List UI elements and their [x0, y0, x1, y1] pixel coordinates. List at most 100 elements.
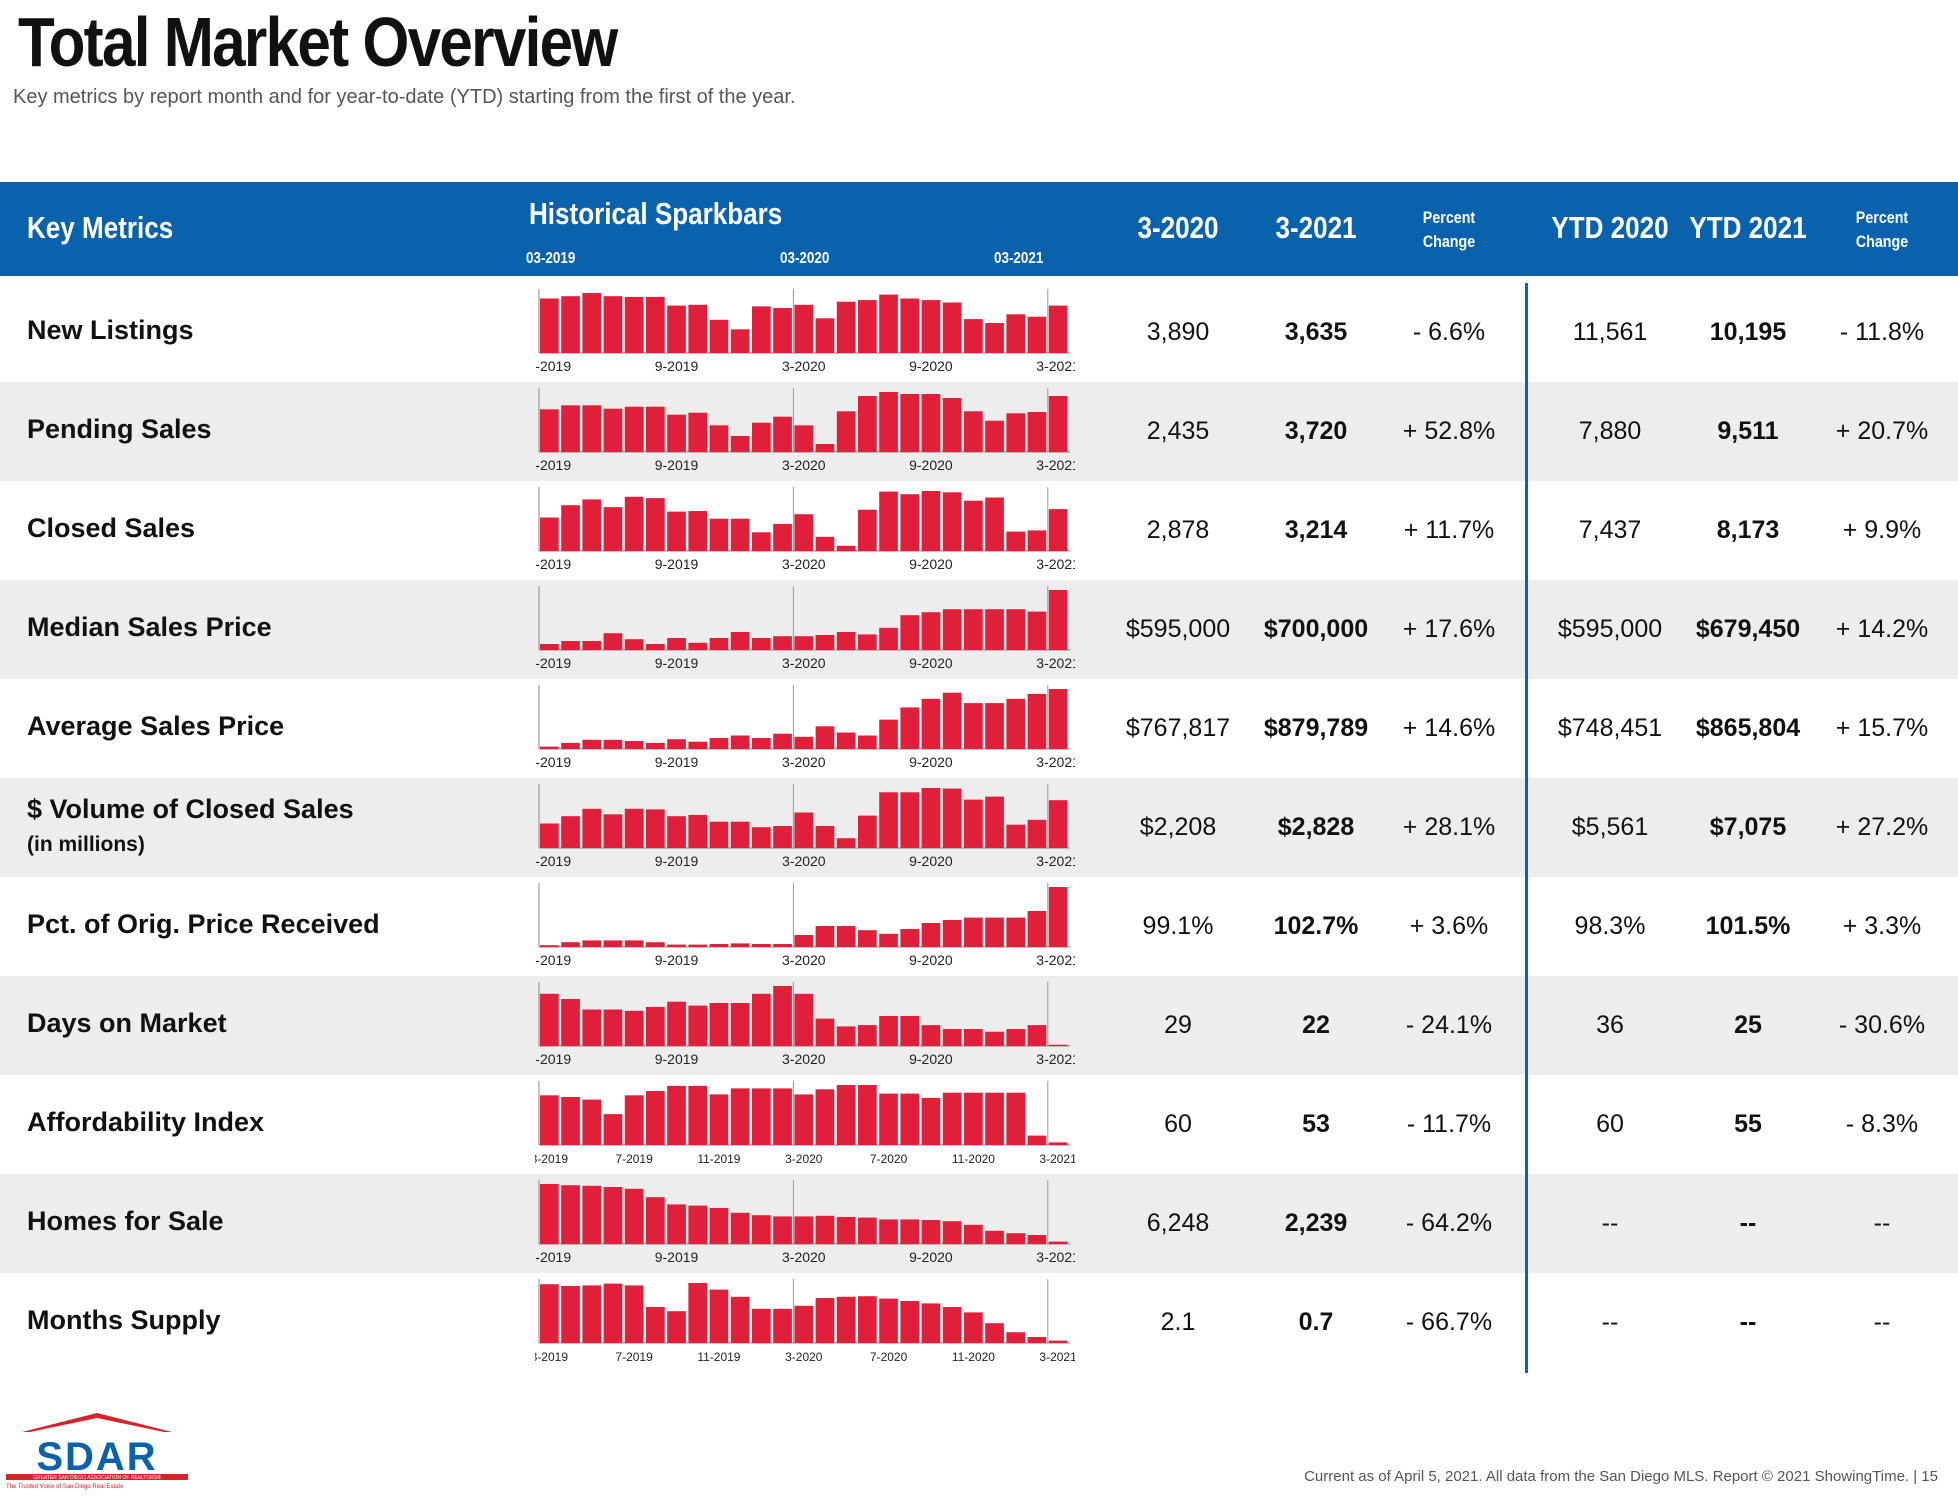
spark-bar: [985, 917, 1004, 947]
spark-bar: [646, 296, 665, 353]
header-percent: Percent: [1422, 208, 1476, 227]
spark-bar: [667, 511, 686, 551]
spark-bar: [667, 638, 686, 650]
spark-bar: [540, 823, 559, 848]
spark-bar: [879, 1298, 898, 1343]
spark-bar: [688, 1283, 708, 1343]
spark-bar: [1027, 530, 1047, 551]
spark-bar: [773, 523, 792, 551]
spark-bar: [582, 739, 602, 749]
spark-axis-label: 3-2020: [782, 1051, 826, 1067]
spark-bar: [646, 1091, 665, 1145]
spark-axis-label: 3-2021: [1036, 952, 1075, 968]
spark-bar: [540, 644, 559, 650]
spark-bar: [879, 294, 898, 353]
spark-bar: [582, 1009, 602, 1046]
spark-bar: [1027, 1337, 1047, 1343]
spark-axis-label: 7-2019: [615, 1152, 653, 1166]
spark-axis-label: 3-2019: [535, 1249, 571, 1265]
spark-bar: [985, 703, 1004, 749]
spark-bar: [582, 499, 602, 551]
value-ytd-2020: --: [1601, 1308, 1619, 1336]
spark-bar: [667, 739, 686, 749]
page-title: Total Market Overview: [18, 3, 618, 81]
value-3-2020: $595,000: [1125, 615, 1231, 643]
spark-bar: [1006, 698, 1026, 749]
spark-bar: [942, 1221, 962, 1244]
value-3-2021: 3,214: [1284, 516, 1348, 544]
metric-label: Months Supply: [27, 1305, 221, 1335]
value-ytd-percent-change: + 15.7%: [1835, 714, 1929, 742]
value-percent-change: - 24.1%: [1405, 1011, 1493, 1039]
spark-axis-label: 3-2021: [1039, 1152, 1075, 1166]
metric-row-days-on-market: Days on Market 3-20199-20193-20209-20203…: [0, 976, 1958, 1075]
spark-axis-label: 9-2019: [655, 655, 699, 671]
spark-bar: [561, 296, 580, 353]
logo-wordmark: SDAR: [36, 1435, 157, 1479]
value-ytd-2020: 36: [1596, 1011, 1624, 1039]
table-header: Key Metrics Historical Sparkbars 03-2019…: [0, 182, 1958, 276]
spark-bar: [773, 308, 792, 353]
spark-bar: [942, 920, 962, 947]
value-percent-change: - 6.6%: [1412, 318, 1486, 346]
value-3-2020: 60: [1164, 1110, 1192, 1138]
sparkbar-chart-average-sales-price: 3-2019 9-2019 3-2020 9-2020 3-2021: [535, 685, 1075, 770]
spark-bar: [709, 518, 729, 551]
spark-axis-label: 11-2019: [697, 1350, 740, 1364]
spark-bar: [815, 318, 835, 353]
spark-bar: [815, 926, 835, 947]
spark-bar: [646, 498, 665, 551]
spark-bar: [667, 1085, 686, 1145]
spark-bar: [921, 1303, 941, 1343]
spark-bar: [858, 509, 877, 551]
metric-row-average-sales-price: Average Sales Price 3-2019 9-2019 3-2020 9-…: [0, 679, 1958, 778]
spark-bar: [815, 1018, 835, 1046]
spark-axis-label: 9-2019: [655, 754, 699, 770]
value-3-2021: 3,635: [1284, 318, 1348, 346]
spark-bar: [1006, 917, 1026, 947]
spark-bar: [773, 826, 792, 848]
value-3-2021: 0.7: [1298, 1308, 1334, 1336]
spark-bar: [624, 741, 644, 749]
spark-bar: [709, 638, 729, 650]
spark-bar: [836, 1296, 856, 1343]
spark-bar: [709, 1289, 729, 1343]
value-ytd-2021: --: [1739, 1308, 1757, 1336]
spark-bar: [900, 1016, 920, 1046]
spark-bar: [858, 396, 877, 452]
spark-bar: [942, 302, 962, 353]
spark-bar: [815, 444, 835, 452]
value-3-2020: 2,878: [1146, 516, 1210, 544]
value-ytd-percent-change: --: [1873, 1308, 1891, 1336]
spark-bar: [582, 405, 602, 452]
spark-bar: [794, 1216, 814, 1244]
spark-bar: [730, 821, 750, 848]
spark-bar: [561, 1185, 580, 1244]
spark-bar: [540, 993, 559, 1046]
value-percent-change: - 11.7%: [1406, 1110, 1492, 1138]
value-ytd-2021: $7,075: [1709, 813, 1787, 841]
spark-axis-label: 7-2019: [615, 1350, 653, 1364]
spark-bar: [688, 642, 708, 650]
value-3-2020: $2,208: [1139, 813, 1217, 841]
spark-bar: [561, 1097, 580, 1145]
spark-bar: [794, 812, 814, 848]
spark-bar: [900, 929, 920, 947]
spark-bar: [773, 1308, 792, 1343]
spark-bar: [667, 414, 686, 452]
spark-axis-label: 3-2021: [1036, 754, 1075, 770]
spark-bar: [561, 405, 580, 452]
spark-bar: [709, 425, 729, 452]
spark-bar: [900, 1093, 920, 1145]
logo-line1: GREATER SAN DIEGO ASSOCIATION OF REALTOR…: [33, 1474, 161, 1481]
spark-bar: [985, 1092, 1004, 1145]
spark-bar: [879, 627, 898, 650]
spark-bar: [836, 411, 856, 452]
spark-bar: [688, 1205, 708, 1244]
spark-bar: [688, 1085, 708, 1145]
spark-bar: [942, 492, 962, 551]
metric-label: New Listings: [27, 315, 194, 345]
spark-bar: [900, 494, 920, 551]
spark-bar: [964, 500, 983, 551]
metric-label: Pct. of Orig. Price Received: [27, 909, 380, 939]
